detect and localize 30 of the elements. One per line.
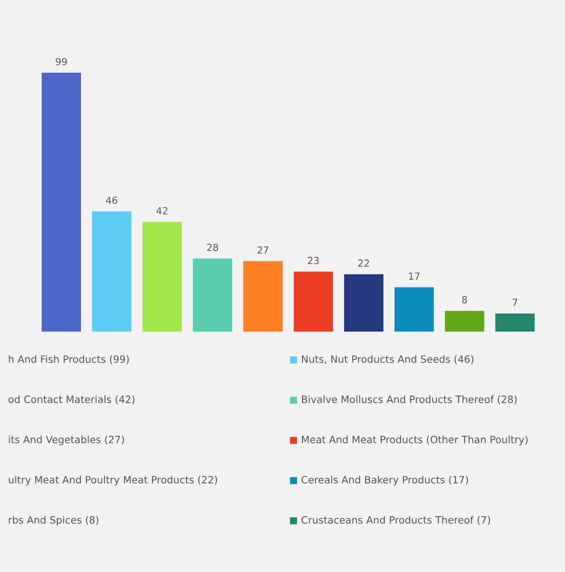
data-label: 46 [106, 196, 118, 204]
text: its And Vegetables (27) [8, 436, 124, 446]
bar [495, 313, 535, 332]
bar [42, 72, 81, 332]
bar [394, 287, 434, 332]
text: rbs And Spices (8) [8, 516, 98, 526]
bar [92, 211, 132, 332]
bar [344, 274, 384, 332]
data-label: 28 [207, 244, 218, 252]
text: Cereals And Bakery Products (17) [302, 476, 468, 486]
data-label: 99 [56, 58, 67, 66]
text: Meat And Meat Products (Other Than Poultry) [302, 436, 528, 446]
bar [142, 222, 182, 332]
text: Nuts, Nut Products And Seeds (46) [302, 355, 474, 364]
bar [243, 261, 283, 332]
text: ultry Meat And Poultry Meat Products (22) [8, 476, 218, 486]
bar [192, 258, 232, 332]
bar [294, 272, 334, 332]
text: Bivalve Molluscs And Products Thereof (28) [302, 395, 517, 404]
text: h And Fish Products (99) [8, 355, 129, 364]
bar [444, 310, 484, 332]
data-label: 23 [308, 256, 319, 264]
data-label: 17 [409, 272, 420, 280]
data-label: 42 [156, 207, 168, 214]
data-label: 22 [358, 259, 369, 267]
data-label: 7 [512, 298, 518, 306]
data-label: 8 [462, 296, 467, 304]
text: Crustaceans And Products Thereof (7) [302, 516, 490, 525]
data-label: 27 [257, 246, 268, 254]
text: od Contact Materials (42) [8, 395, 134, 404]
